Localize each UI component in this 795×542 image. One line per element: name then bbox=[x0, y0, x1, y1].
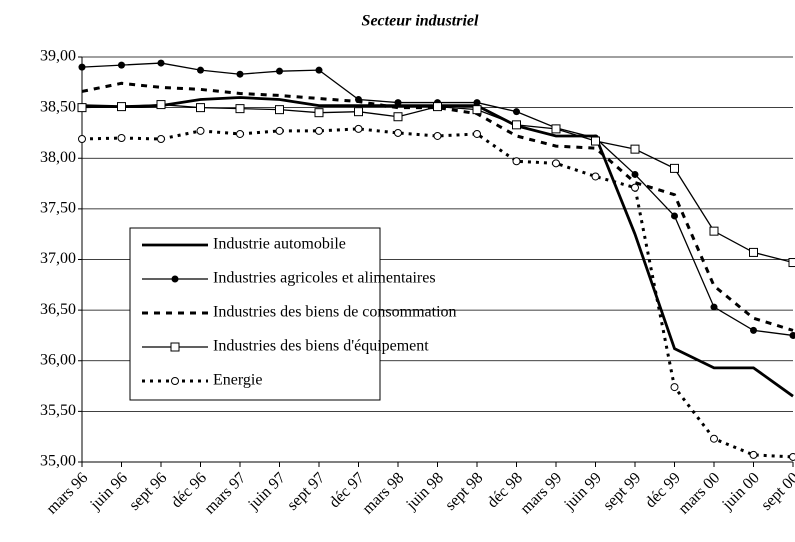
data-point bbox=[276, 67, 283, 75]
data-point bbox=[78, 63, 86, 71]
data-point bbox=[671, 212, 678, 220]
data-point bbox=[789, 331, 795, 339]
x-tick-label: sept 96 bbox=[126, 469, 170, 513]
data-point bbox=[275, 126, 284, 135]
data-point bbox=[156, 100, 166, 110]
data-point bbox=[630, 144, 640, 154]
x-tick-label: mars 97 bbox=[201, 469, 249, 517]
data-point bbox=[789, 452, 795, 461]
data-point bbox=[670, 163, 679, 173]
data-point bbox=[710, 303, 718, 311]
data-point bbox=[631, 170, 639, 178]
legend-marker bbox=[171, 275, 179, 283]
data-point bbox=[117, 134, 126, 142]
series-line bbox=[81, 81, 794, 332]
data-point bbox=[117, 102, 126, 112]
x-tick-label: mars 98 bbox=[359, 469, 407, 517]
data-point bbox=[551, 124, 561, 134]
x-tick-label: juin 97 bbox=[244, 469, 288, 513]
y-tick-label: 35,50 bbox=[40, 402, 76, 419]
x-tick-label: sept 00 bbox=[758, 469, 795, 513]
data-point bbox=[710, 434, 718, 443]
data-point bbox=[354, 124, 363, 133]
data-point bbox=[631, 183, 639, 192]
data-point bbox=[512, 157, 521, 166]
data-point bbox=[118, 61, 125, 69]
data-point bbox=[157, 59, 165, 67]
data-point bbox=[236, 129, 244, 138]
x-tick-label: mars 99 bbox=[517, 469, 565, 517]
x-tick-label: juin 96 bbox=[86, 469, 130, 513]
data-point bbox=[78, 135, 86, 144]
chart-title: Secteur industriel bbox=[362, 13, 479, 30]
data-point bbox=[197, 66, 204, 74]
data-point bbox=[709, 226, 719, 236]
data-point bbox=[157, 135, 165, 144]
data-point bbox=[354, 107, 363, 117]
x-tick-label: sept 98 bbox=[442, 469, 486, 513]
x-tick-label: juin 00 bbox=[718, 469, 762, 513]
y-tick-label: 35,00 bbox=[40, 453, 76, 470]
data-point bbox=[512, 120, 521, 130]
legend-label: Energie bbox=[213, 372, 262, 389]
data-point bbox=[393, 112, 403, 122]
data-point bbox=[275, 105, 284, 115]
x-tick-label: juin 99 bbox=[560, 469, 604, 513]
data-point bbox=[196, 103, 205, 113]
data-point bbox=[315, 66, 323, 74]
y-tick-label: 36,00 bbox=[40, 351, 76, 368]
data-point bbox=[749, 450, 758, 459]
data-point bbox=[670, 383, 679, 392]
data-point bbox=[552, 159, 560, 168]
data-point bbox=[473, 99, 481, 107]
data-point bbox=[472, 105, 482, 115]
data-point bbox=[473, 129, 481, 138]
data-point bbox=[236, 70, 244, 78]
data-point bbox=[314, 108, 324, 118]
data-point bbox=[196, 126, 205, 135]
data-point bbox=[591, 136, 600, 146]
y-tick-label: 37,50 bbox=[40, 200, 76, 217]
y-tick-label: 36,50 bbox=[40, 301, 76, 318]
legend: Industrie automobile Industries agricoles… bbox=[129, 227, 457, 401]
y-tick-label: 37,00 bbox=[40, 250, 76, 267]
data-point bbox=[394, 128, 402, 137]
legend-label: Industries des biens d'équipement bbox=[213, 338, 429, 355]
data-point bbox=[433, 102, 442, 112]
legend-marker bbox=[170, 342, 180, 352]
data-point bbox=[788, 258, 795, 268]
x-tick-label: juin 98 bbox=[402, 469, 446, 513]
legend-label: Industries agricoles et alimentaires bbox=[213, 270, 436, 287]
data-point bbox=[433, 131, 442, 140]
data-point bbox=[591, 172, 600, 181]
data-point bbox=[315, 126, 323, 135]
legend-label: Industrie automobile bbox=[213, 236, 346, 253]
x-tick-label: sept 99 bbox=[600, 469, 644, 513]
y-tick-label: 38,00 bbox=[40, 149, 76, 166]
data-point bbox=[235, 104, 245, 114]
data-point bbox=[77, 103, 87, 113]
data-point bbox=[513, 108, 520, 116]
data-point bbox=[749, 247, 758, 257]
y-tick-label: 38,50 bbox=[40, 98, 76, 115]
y-tick-label: 39,00 bbox=[40, 48, 76, 65]
legend-marker bbox=[171, 377, 179, 385]
data-point bbox=[750, 326, 757, 334]
data-point bbox=[394, 99, 402, 107]
x-tick-label: sept 97 bbox=[284, 469, 328, 513]
x-tick-label: mars 96 bbox=[43, 469, 91, 517]
legend-label: Industries des biens de consommation bbox=[213, 304, 457, 321]
x-tick-label: mars 00 bbox=[675, 469, 723, 517]
